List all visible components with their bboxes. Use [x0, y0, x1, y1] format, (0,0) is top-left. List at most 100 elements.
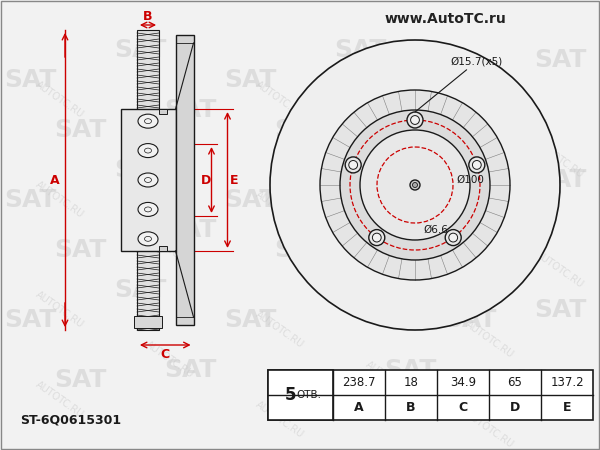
Text: SAT: SAT — [274, 238, 326, 262]
Text: 137.2: 137.2 — [550, 376, 584, 389]
Text: SAT: SAT — [384, 98, 436, 122]
Text: AUTOTC.RU: AUTOTC.RU — [534, 140, 586, 180]
Circle shape — [472, 161, 481, 169]
Text: AUTOTC.RU: AUTOTC.RU — [254, 190, 306, 230]
Circle shape — [345, 157, 361, 173]
Text: AUTOTC.RU: AUTOTC.RU — [534, 250, 586, 290]
Text: SAT: SAT — [114, 158, 166, 182]
Text: AUTOTC.RU: AUTOTC.RU — [464, 90, 516, 130]
Text: SAT: SAT — [444, 188, 496, 212]
Circle shape — [373, 233, 381, 242]
Text: AUTOTC.RU: AUTOTC.RU — [464, 200, 516, 240]
Bar — [134, 316, 162, 328]
Bar — [268, 370, 333, 420]
Text: SAT: SAT — [494, 238, 546, 262]
Text: SAT: SAT — [334, 158, 386, 182]
Text: SAT: SAT — [274, 368, 326, 392]
Bar — [159, 246, 167, 251]
Text: SAT: SAT — [54, 118, 106, 142]
Text: SAT: SAT — [334, 278, 386, 302]
Text: AUTOTC.RU: AUTOTC.RU — [254, 310, 306, 350]
Circle shape — [445, 230, 461, 246]
Bar — [268, 370, 593, 420]
Text: SAT: SAT — [4, 188, 56, 212]
Circle shape — [410, 116, 419, 124]
Circle shape — [369, 230, 385, 246]
Text: D: D — [202, 174, 212, 186]
Text: SAT: SAT — [384, 218, 436, 242]
Text: B: B — [143, 10, 153, 23]
Text: SAT: SAT — [164, 218, 216, 242]
Ellipse shape — [145, 207, 151, 212]
Text: SAT: SAT — [164, 98, 216, 122]
Circle shape — [340, 110, 490, 260]
Text: B: B — [406, 401, 416, 414]
Ellipse shape — [145, 119, 151, 124]
Text: AUTOTC.RU: AUTOTC.RU — [534, 370, 586, 410]
Text: E: E — [230, 174, 239, 186]
Text: AUTOTC.RU: AUTOTC.RU — [34, 380, 86, 420]
Circle shape — [413, 183, 418, 188]
Text: SAT: SAT — [224, 68, 276, 92]
Text: ОТВ.: ОТВ. — [296, 390, 321, 400]
Text: E: E — [563, 401, 571, 414]
Circle shape — [407, 112, 423, 128]
Ellipse shape — [145, 178, 151, 182]
Text: AUTOTC.RU: AUTOTC.RU — [254, 400, 306, 440]
Text: A: A — [354, 401, 364, 414]
Circle shape — [360, 130, 470, 240]
Text: SAT: SAT — [4, 68, 56, 92]
Ellipse shape — [138, 114, 158, 128]
Text: SAT: SAT — [534, 298, 586, 322]
Ellipse shape — [145, 148, 151, 153]
Bar — [159, 109, 167, 114]
Text: SAT: SAT — [54, 368, 106, 392]
Text: ST-6Q0615301: ST-6Q0615301 — [20, 414, 121, 427]
Ellipse shape — [138, 173, 158, 187]
Text: SAT: SAT — [114, 38, 166, 62]
Text: SAT: SAT — [334, 38, 386, 62]
Ellipse shape — [138, 232, 158, 246]
Text: AUTOTC.RU: AUTOTC.RU — [144, 340, 196, 380]
Text: 238.7: 238.7 — [342, 376, 376, 389]
Ellipse shape — [138, 144, 158, 158]
Circle shape — [410, 180, 420, 190]
Text: AUTOTC.RU: AUTOTC.RU — [364, 360, 416, 400]
Text: AUTOTC.RU: AUTOTC.RU — [34, 180, 86, 220]
Text: SAT: SAT — [114, 278, 166, 302]
Circle shape — [270, 40, 560, 330]
Text: SAT: SAT — [164, 358, 216, 382]
Text: C: C — [458, 401, 467, 414]
Text: SAT: SAT — [444, 308, 496, 332]
Bar — [121, 109, 176, 251]
Text: AUTOTC.RU: AUTOTC.RU — [364, 120, 416, 160]
Text: SAT: SAT — [4, 308, 56, 332]
Bar — [176, 35, 193, 325]
Bar — [137, 30, 159, 330]
Text: AUTOTC.RU: AUTOTC.RU — [34, 80, 86, 120]
Circle shape — [349, 161, 358, 169]
Text: SAT: SAT — [494, 368, 546, 392]
Text: Ø100: Ø100 — [456, 175, 484, 185]
Text: SAT: SAT — [224, 188, 276, 212]
Text: SAT: SAT — [54, 238, 106, 262]
Circle shape — [449, 233, 458, 242]
Text: AUTOTC.RU: AUTOTC.RU — [364, 240, 416, 280]
Text: AUTOTC.RU: AUTOTC.RU — [254, 80, 306, 120]
Text: 65: 65 — [508, 376, 523, 389]
Text: SAT: SAT — [494, 118, 546, 142]
Text: AUTOTC.RU: AUTOTC.RU — [144, 230, 196, 270]
Text: SAT: SAT — [384, 358, 436, 382]
Text: D: D — [510, 401, 520, 414]
Text: A: A — [50, 174, 60, 186]
Text: SAT: SAT — [224, 308, 276, 332]
Text: SAT: SAT — [534, 168, 586, 192]
Text: www.AutoTC.ru: www.AutoTC.ru — [385, 12, 507, 26]
Text: SAT: SAT — [444, 68, 496, 92]
Text: 34.9: 34.9 — [450, 376, 476, 389]
Text: AUTOTC.RU: AUTOTC.RU — [144, 120, 196, 160]
Text: Ø15.7(x5): Ø15.7(x5) — [415, 57, 502, 112]
Circle shape — [469, 157, 485, 173]
Text: 5: 5 — [285, 386, 296, 404]
Text: Ø6.6: Ø6.6 — [423, 225, 448, 235]
